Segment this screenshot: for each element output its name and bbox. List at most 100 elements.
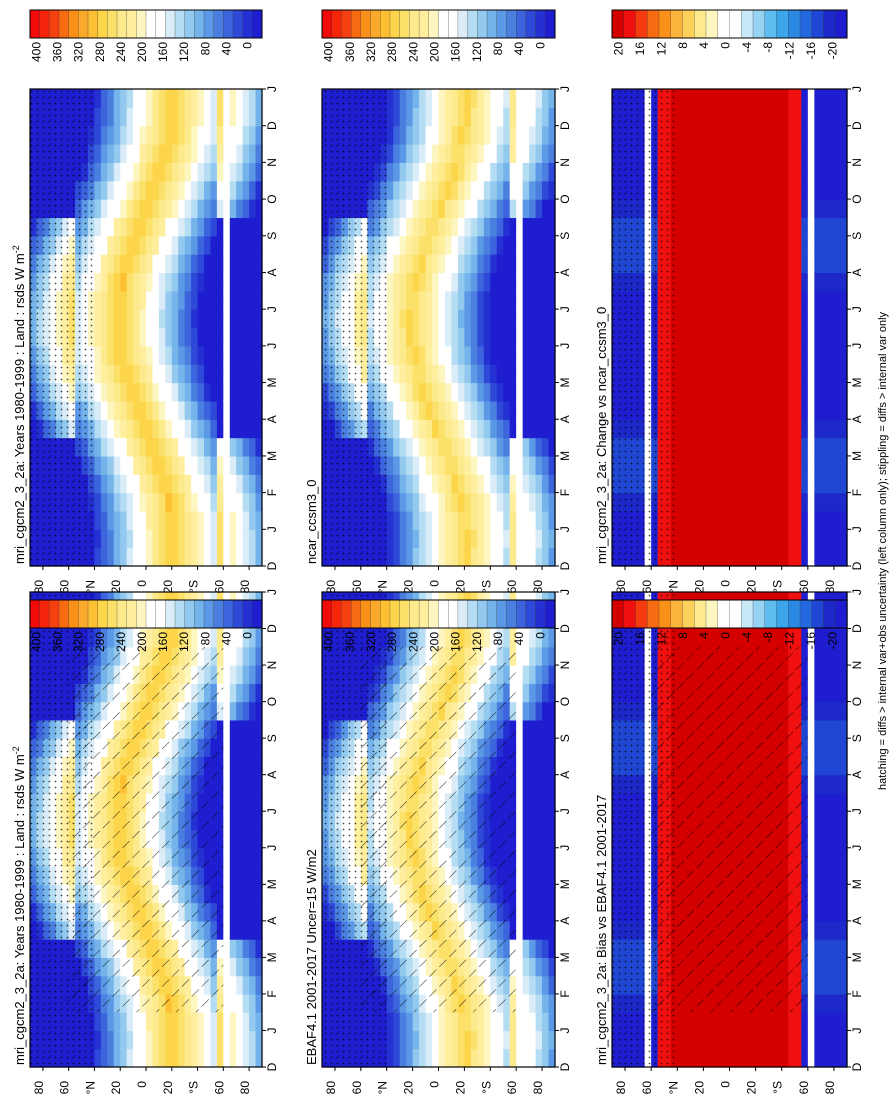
heat-cell	[548, 993, 556, 1013]
heat-cell	[444, 547, 453, 567]
colorbar-swatch	[545, 599, 556, 629]
heat-cell	[133, 272, 141, 292]
heat-cell	[438, 1012, 446, 1032]
month-tick-label: O	[850, 697, 864, 706]
heat-cell	[255, 811, 263, 831]
heat-cell	[249, 756, 257, 776]
heat-cell	[178, 474, 186, 494]
heat-cell	[490, 547, 498, 567]
heat-cell	[516, 1048, 524, 1068]
heat-cell	[113, 272, 121, 292]
heat-cell	[399, 492, 407, 512]
month-tick-label: M	[850, 879, 864, 889]
heat-cell	[490, 1012, 498, 1032]
heat-cell	[216, 254, 224, 274]
heat-cell	[840, 829, 848, 849]
heat-cell	[496, 89, 504, 108]
colorbar-label: 160	[449, 632, 463, 652]
latitude-tick-label: 60	[797, 1081, 811, 1095]
heat-cell	[216, 492, 224, 512]
heat-cell	[522, 665, 530, 684]
colorbar-label: -8	[761, 632, 775, 643]
colorbar-swatch	[823, 599, 836, 629]
heat-cell	[457, 628, 465, 648]
heat-cell	[490, 144, 498, 163]
heat-cell	[139, 162, 147, 182]
heat-cell	[696, 1030, 704, 1050]
heat-cell	[158, 382, 166, 402]
colorbar-swatch	[776, 599, 789, 629]
heat-cell	[542, 993, 550, 1013]
heat-cell	[522, 345, 530, 365]
heat-cell	[204, 364, 212, 384]
heat-cell	[516, 1012, 524, 1032]
colorbar-label: 8	[676, 632, 690, 639]
colorbar-swatch	[126, 599, 137, 629]
heat-cell	[483, 290, 491, 310]
heat-cell	[801, 1030, 809, 1050]
heat-cell	[483, 125, 491, 145]
heat-cell	[255, 254, 263, 274]
heat-cell	[133, 235, 141, 255]
heat-cell	[255, 920, 263, 940]
heat-cell	[249, 547, 257, 567]
heat-cell	[94, 510, 102, 530]
heat-cell	[820, 1012, 829, 1032]
heat-cell	[814, 774, 822, 794]
heat-cell	[139, 400, 147, 420]
heat-cell	[425, 144, 433, 163]
heat-cell	[223, 939, 231, 958]
heat-cell	[165, 547, 173, 567]
heat-cell	[197, 235, 205, 255]
heat-cell	[191, 107, 199, 127]
heat-cell	[490, 1030, 498, 1050]
heat-cell	[438, 437, 446, 457]
heat-cell	[807, 1048, 815, 1068]
heat-cell	[242, 1048, 250, 1068]
heat-cell	[229, 125, 237, 145]
heat-cell	[522, 235, 530, 255]
month-tick-label: F	[265, 489, 279, 496]
heat-cell	[120, 400, 128, 420]
heat-cell	[120, 107, 128, 127]
heat-cell	[483, 510, 491, 530]
heat-cell	[683, 1012, 691, 1032]
heat-cell	[419, 290, 427, 310]
colorbar-label: 240	[114, 632, 128, 652]
heat-cell	[393, 144, 401, 163]
heat-cell	[139, 199, 147, 219]
heat-cell	[814, 701, 822, 721]
colorbar-swatch	[506, 599, 517, 629]
heat-cell	[451, 345, 459, 365]
heat-cell	[158, 437, 166, 457]
heat-cell	[833, 792, 842, 812]
heat-cell	[191, 217, 199, 237]
heat-cell	[229, 107, 237, 127]
latitude-tick-label: 20	[745, 1081, 759, 1095]
heat-cell	[827, 756, 835, 776]
heat-cell	[419, 628, 427, 648]
heat-cell	[542, 957, 550, 977]
heat-cell	[120, 492, 128, 512]
heat-cell	[406, 162, 414, 182]
heat-cell	[516, 719, 524, 739]
heat-cell	[516, 474, 524, 494]
heat-cell	[120, 235, 128, 255]
heat-cell	[535, 628, 543, 648]
heat-cell	[529, 364, 537, 384]
heat-cell	[432, 199, 440, 219]
heat-cell	[223, 792, 231, 812]
heat-cell	[107, 1012, 115, 1032]
heat-cell	[236, 400, 244, 420]
heat-cell	[242, 162, 250, 182]
heat-cell	[412, 162, 420, 182]
heat-cell	[204, 327, 212, 347]
heat-cell	[788, 1030, 796, 1050]
heat-cell	[419, 235, 427, 255]
heat-cell	[236, 738, 244, 758]
heat-cell	[542, 884, 550, 904]
heat-cell	[133, 419, 141, 439]
heat-cell	[833, 866, 842, 885]
heat-cell	[483, 419, 491, 439]
heat-cell	[139, 510, 147, 530]
